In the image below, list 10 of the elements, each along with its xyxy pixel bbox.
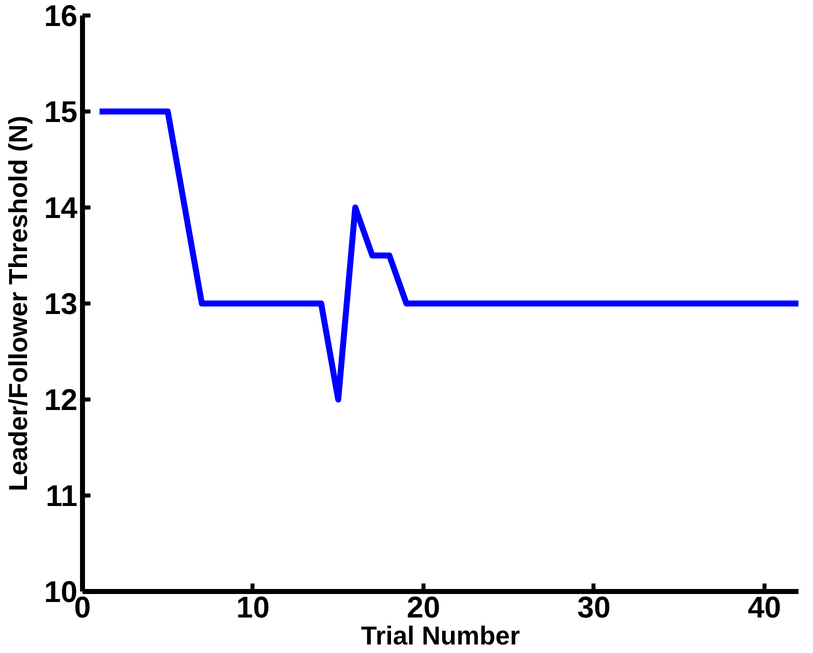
y-tick-label: 11 [46, 480, 78, 513]
x-tick-label: 10 [236, 592, 270, 624]
y-tick-label: 16 [44, 0, 78, 33]
y-tick-label: 15 [44, 96, 78, 129]
y-axis-title: Leader/Follower Threshold (N) [3, 116, 34, 492]
y-tick-label: 13 [44, 288, 78, 321]
y-tick-label: 12 [44, 384, 78, 417]
x-tick-label: 40 [748, 592, 782, 624]
x-tick-label: 30 [577, 592, 611, 624]
y-tick-label: 14 [44, 192, 78, 225]
